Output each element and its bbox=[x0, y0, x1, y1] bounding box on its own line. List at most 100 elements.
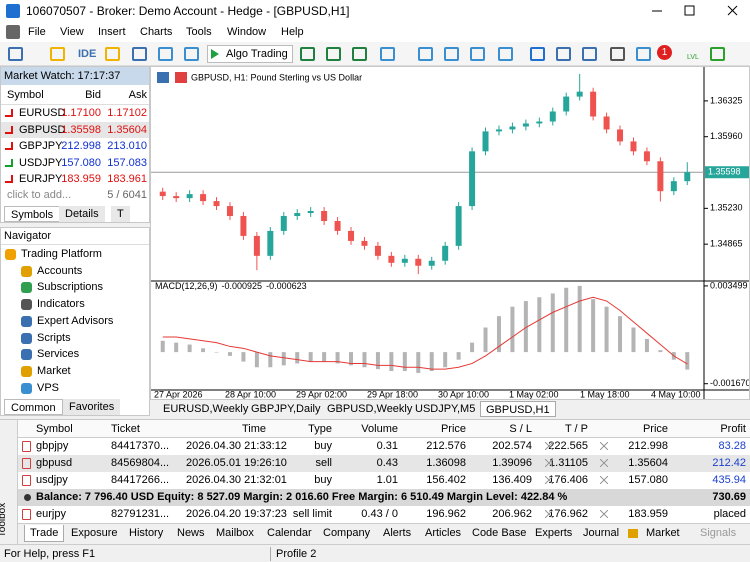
symbol[interactable]: GBPUSD bbox=[19, 123, 66, 136]
candle-body bbox=[482, 131, 489, 152]
algo-trading-button[interactable]: Algo Trading bbox=[207, 45, 293, 63]
panel-title: Market Watch: 17:17:37 bbox=[4, 70, 121, 82]
symbol[interactable]: USDJPY bbox=[19, 156, 63, 169]
chart-tab[interactable]: GBPUSD,H1 bbox=[480, 401, 556, 417]
close-button[interactable] bbox=[138, 70, 147, 79]
toolbox-tab[interactable]: Articles bbox=[425, 527, 462, 539]
toolbar-button[interactable] bbox=[300, 47, 315, 61]
toolbar-button[interactable] bbox=[444, 47, 459, 61]
toolbar-button[interactable] bbox=[610, 47, 625, 61]
remove-level[interactable] bbox=[545, 459, 553, 467]
symbol[interactable]: GBPJPY bbox=[19, 140, 63, 152]
tree-item[interactable]: Market bbox=[37, 364, 71, 377]
menu-item[interactable]: Insert bbox=[98, 26, 126, 38]
toolbar-button[interactable] bbox=[710, 47, 725, 61]
toolbox-tab[interactable]: Market bbox=[646, 527, 680, 539]
chart-tab[interactable]: EURUSD,Weekly bbox=[163, 403, 249, 415]
panel-tab[interactable]: Details bbox=[59, 206, 105, 222]
panel-tab[interactable]: Symbols bbox=[4, 206, 61, 222]
table-cell: 2026.04.20 19:37:23 bbox=[186, 508, 287, 520]
tree-item[interactable]: Accounts bbox=[37, 264, 83, 277]
tree-item[interactable]: Subscriptions bbox=[37, 281, 104, 294]
toolbox-tab[interactable]: Experts bbox=[535, 527, 573, 539]
x-tick-label: 1 May 18:00 bbox=[580, 389, 630, 399]
status-bar: For Help, press F1 Profile 2 bbox=[0, 544, 750, 562]
histogram-bar bbox=[187, 344, 192, 353]
toolbox-tab[interactable]: Mailbox bbox=[216, 527, 254, 539]
toolbar-button[interactable] bbox=[50, 47, 65, 61]
menu-item[interactable]: File bbox=[28, 26, 46, 38]
remove-level[interactable] bbox=[545, 510, 553, 518]
menu-item[interactable]: View bbox=[60, 26, 84, 38]
add-symbol[interactable]: click to add... bbox=[7, 189, 72, 201]
toolbox-tab[interactable]: Trade bbox=[24, 525, 65, 542]
remove-level[interactable] bbox=[600, 476, 608, 484]
chart-window: GBPUSD, H1: Pound Sterling vs US Dollar 1… bbox=[150, 66, 750, 400]
histogram-bar bbox=[685, 352, 690, 370]
tree-item[interactable]: Services bbox=[37, 348, 80, 361]
tree-icon bbox=[21, 332, 32, 344]
histogram-bar bbox=[604, 306, 609, 353]
toolbox-tab[interactable]: Code Base bbox=[472, 527, 527, 539]
menu-item[interactable]: Help bbox=[281, 26, 304, 38]
toolbox-tab[interactable]: History bbox=[129, 527, 164, 539]
toolbox-tab[interactable]: Exposure bbox=[71, 527, 118, 539]
menu-item[interactable]: Tools bbox=[186, 26, 212, 38]
toolbar-button[interactable] bbox=[8, 47, 23, 61]
remove-level[interactable] bbox=[600, 459, 608, 467]
window-controls[interactable] bbox=[640, 0, 750, 22]
symbol[interactable]: EURUSD bbox=[19, 107, 66, 119]
toolbar-button[interactable] bbox=[184, 47, 199, 61]
symbol[interactable]: EURJPY bbox=[19, 173, 63, 185]
remove-level[interactable] bbox=[545, 476, 553, 484]
remove-level[interactable] bbox=[545, 442, 553, 450]
remove-level[interactable] bbox=[600, 510, 608, 518]
toolbox-tab[interactable]: Alerts bbox=[383, 527, 412, 539]
remove-level[interactable] bbox=[600, 442, 608, 450]
chart-tab[interactable]: USDJPY,M5 bbox=[415, 403, 476, 415]
toolbox-tab[interactable]: Company bbox=[323, 527, 371, 539]
toolbar-button[interactable] bbox=[352, 47, 367, 61]
tree-item[interactable]: Indicators bbox=[37, 298, 85, 311]
toolbar-button[interactable] bbox=[556, 47, 571, 61]
histogram-bar bbox=[295, 352, 300, 364]
toolbox-tab[interactable]: Calendar bbox=[267, 527, 312, 539]
toolbar-button[interactable] bbox=[380, 47, 395, 61]
menu-item[interactable]: Charts bbox=[140, 26, 173, 38]
panel-tab[interactable]: Favorites bbox=[63, 399, 121, 415]
histogram-bar bbox=[201, 348, 206, 353]
tree-item[interactable]: VPS bbox=[37, 381, 60, 394]
chart-tab[interactable]: GBPUSD,Weekly bbox=[327, 403, 413, 415]
row-icon bbox=[22, 475, 31, 486]
toolbar-button[interactable] bbox=[132, 47, 147, 61]
menu-item[interactable]: Window bbox=[227, 26, 267, 38]
panel-tab[interactable]: T bbox=[111, 206, 130, 222]
histogram-bar bbox=[402, 352, 407, 372]
status-help: For Help, press F1 bbox=[4, 548, 96, 560]
toolbar-button[interactable] bbox=[530, 47, 545, 61]
toolbox-tab[interactable]: Signals bbox=[700, 527, 737, 539]
toolbar-button[interactable] bbox=[582, 47, 597, 61]
toolbar-button[interactable] bbox=[158, 47, 173, 61]
toolbar-button[interactable] bbox=[636, 47, 651, 61]
panel-tab[interactable]: Common bbox=[4, 399, 63, 415]
toolbar-button[interactable] bbox=[418, 47, 433, 61]
histogram-bar bbox=[550, 293, 555, 353]
toolbar-button[interactable] bbox=[498, 47, 513, 61]
histogram-bar bbox=[496, 316, 501, 353]
toolbar-button[interactable] bbox=[326, 47, 341, 61]
tree-item[interactable]: Expert Advisors bbox=[37, 314, 114, 327]
tree-item[interactable]: Trading Platform bbox=[21, 248, 102, 260]
toolbox-tab[interactable]: Journal bbox=[583, 527, 620, 539]
indicator-value: MACD(12,26,9) bbox=[155, 281, 218, 291]
toolbar-button[interactable] bbox=[105, 47, 120, 61]
notification-badge[interactable]: 1 bbox=[657, 45, 672, 60]
ide-button[interactable]: IDE bbox=[78, 48, 97, 60]
chart-tab[interactable]: GBPJPY,Daily bbox=[251, 403, 321, 415]
toolbox-tab[interactable]: News bbox=[177, 527, 205, 539]
toolbar-button[interactable] bbox=[470, 47, 485, 61]
histogram-bar bbox=[281, 352, 286, 366]
tree-item[interactable]: Scripts bbox=[37, 331, 71, 344]
status-profile: Profile 2 bbox=[276, 548, 317, 560]
table-cell: 212.42 bbox=[712, 457, 746, 469]
